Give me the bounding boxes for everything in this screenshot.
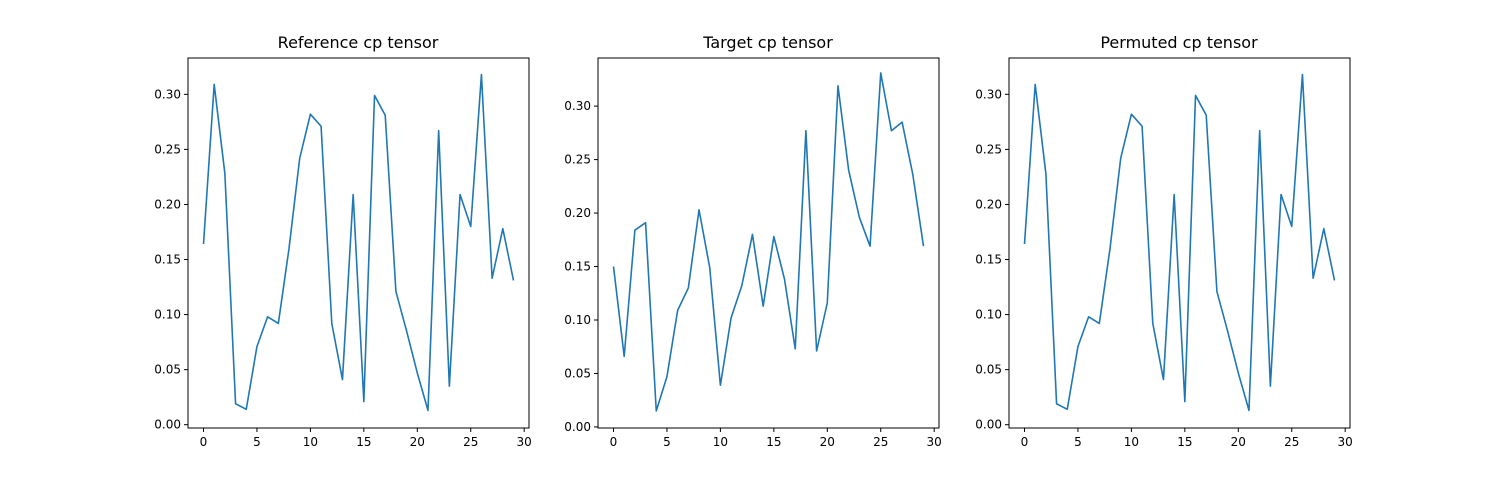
x-tick-label: 5 [1074, 435, 1082, 449]
axes-frame [1008, 57, 1351, 429]
series-line [202, 73, 515, 412]
x-tick-label: 25 [1284, 435, 1299, 449]
y-tick-label: 0.20 [154, 197, 181, 211]
x-tick-label: 30 [517, 435, 532, 449]
panel-title: Target cp tensor [702, 33, 833, 52]
x-tick-label: 20 [1231, 435, 1246, 449]
y-tick-label: 0.10 [154, 308, 181, 322]
target-cp-tensor-panel: Target cp tensor 0 5 10 15 20 25 30 0.00 0.05 0.1… [564, 33, 942, 449]
x-tick-label: 25 [463, 435, 478, 449]
x-tick-label: 5 [253, 435, 261, 449]
x-tick-label: 25 [873, 435, 888, 449]
panel-title: Permuted cp tensor [1100, 33, 1258, 52]
x-tick-label: 30 [1338, 435, 1353, 449]
x-tick-label: 5 [663, 435, 671, 449]
y-tick-label: 0.05 [975, 363, 1002, 377]
axes-frame [597, 57, 940, 429]
y-tick-label: 0.30 [154, 87, 181, 101]
x-tick-label: 20 [410, 435, 425, 449]
y-tick-label: 0.30 [564, 99, 591, 113]
x-tick-label: 15 [1177, 435, 1192, 449]
x-tick-label: 30 [927, 435, 942, 449]
y-tick-label: 0.25 [975, 142, 1002, 156]
y-tick-label: 0.15 [154, 253, 181, 267]
y-tick-label: 0.15 [564, 260, 591, 274]
panel-title: Reference cp tensor [278, 33, 439, 52]
series-line [1023, 73, 1336, 412]
y-tick-label: 0.20 [564, 206, 591, 220]
x-tick-label: 20 [820, 435, 835, 449]
series-line [612, 72, 925, 412]
y-tick-label: 0.15 [975, 253, 1002, 267]
x-tick-label: 10 [1124, 435, 1139, 449]
y-tick-label: 0.00 [975, 418, 1002, 432]
x-tick-label: 15 [356, 435, 371, 449]
y-tick-label: 0.25 [564, 153, 591, 167]
axes-frame [187, 57, 530, 429]
y-tick-label: 0.00 [564, 420, 591, 434]
y-tick-label: 0.30 [975, 87, 1002, 101]
x-tick-label: 10 [303, 435, 318, 449]
y-tick-label: 0.25 [154, 142, 181, 156]
x-tick-label: 0 [610, 435, 618, 449]
x-tick-label: 0 [200, 435, 208, 449]
x-tick-label: 15 [766, 435, 781, 449]
y-tick-label: 0.00 [154, 418, 181, 432]
reference-cp-tensor-panel: Reference cp tensor 0 5 10 15 20 25 30 0.00 0.05… [154, 33, 532, 449]
y-tick-label: 0.20 [975, 197, 1002, 211]
y-tick-label: 0.05 [564, 366, 591, 380]
x-tick-label: 10 [713, 435, 728, 449]
y-tick-label: 0.05 [154, 363, 181, 377]
y-tick-label: 0.10 [564, 313, 591, 327]
y-tick-label: 0.10 [975, 308, 1002, 322]
x-tick-label: 0 [1021, 435, 1029, 449]
permuted-cp-tensor-panel: Permuted cp tensor 0 5 10 15 20 25 30 0.00 0.05 0… [975, 33, 1353, 449]
